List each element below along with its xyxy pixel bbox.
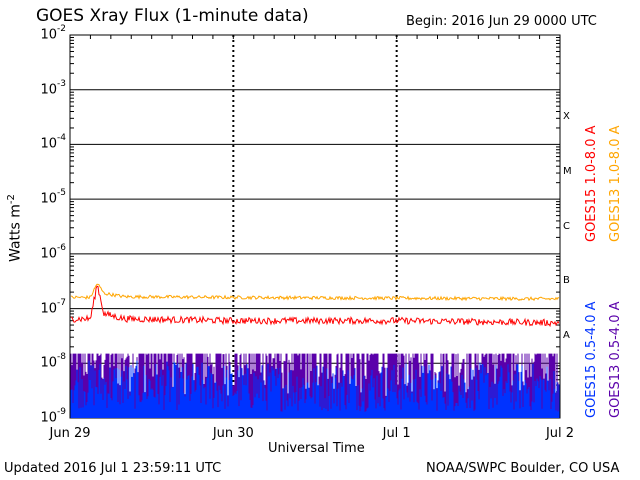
chart-title: GOES Xray Flux (1-minute data) xyxy=(36,6,309,26)
legend-goes15-short: GOES15 0.5-4.0 A xyxy=(584,301,599,418)
flare-class-label: A xyxy=(563,329,570,341)
legend-goes15-long: GOES15 1.0-8.0 A xyxy=(584,125,599,242)
series-goes15-short xyxy=(70,360,560,418)
y-axis-title: Watts m-2 xyxy=(6,194,24,262)
flare-class-label: C xyxy=(563,220,570,232)
series-goes13-long xyxy=(70,283,560,302)
credit-text: NOAA/SWPC Boulder, CO USA xyxy=(426,461,620,476)
begin-time: Begin: 2016 Jun 29 0000 UTC xyxy=(406,14,597,29)
updated-timestamp: Updated 2016 Jul 1 23:59:11 UTC xyxy=(4,461,222,476)
series-goes15-long xyxy=(70,285,560,328)
y-tick-label: 10-7 xyxy=(40,297,66,316)
y-tick-label: 10-6 xyxy=(40,242,66,262)
x-axis-title: Universal Time xyxy=(268,441,365,456)
y-tick-label: 10-9 xyxy=(40,407,66,426)
x-tick-label: Jul 2 xyxy=(545,426,575,441)
legend-goes13-long: GOES13 1.0-8.0 A xyxy=(608,125,623,242)
x-tick-label: Jun 30 xyxy=(212,426,254,441)
y-tick-label: 10-3 xyxy=(40,78,66,98)
flare-class-label: X xyxy=(563,111,570,123)
x-tick-label: Jun 29 xyxy=(49,426,91,441)
legend-goes13-short: GOES13 0.5-4.0 A xyxy=(608,301,623,418)
y-tick-label: 10-5 xyxy=(40,188,66,207)
y-tick-label: 10-8 xyxy=(40,352,66,371)
flare-class-label: M xyxy=(563,165,572,177)
flare-class-label: B xyxy=(563,275,570,287)
y-tick-label: 10-4 xyxy=(40,133,66,152)
y-tick-label: 10-2 xyxy=(40,24,66,43)
x-tick-label: Jul 1 xyxy=(382,426,411,441)
